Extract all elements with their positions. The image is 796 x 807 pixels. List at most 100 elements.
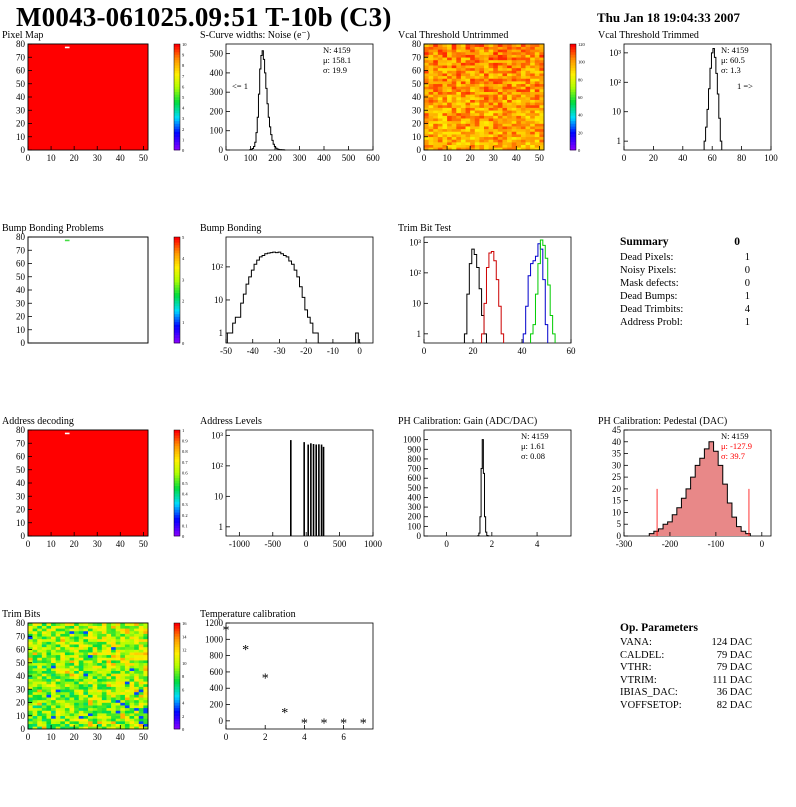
heatmap-cell [55, 691, 61, 695]
heatmap-cell [55, 721, 61, 724]
heatmap-cell [520, 144, 526, 148]
heatmap-cell [92, 641, 98, 645]
heatmap-cell [451, 44, 457, 47]
heatmap-cell [437, 86, 443, 90]
heatmap-cell [474, 78, 480, 82]
heatmap-cell [134, 676, 140, 679]
palette-band [570, 115, 576, 119]
heatmap-cell [525, 78, 531, 82]
heatmap-cell [511, 144, 517, 148]
heatmap-cell [437, 128, 443, 132]
heatmap-cell [78, 630, 84, 634]
heatmap-cell [502, 139, 508, 143]
heatmap-cell [134, 646, 140, 650]
heatmap-cell [497, 70, 503, 74]
plot-frame [225, 236, 374, 344]
y-tick-label: 10 [16, 325, 26, 335]
palette-band [174, 67, 180, 71]
palette-band [174, 292, 180, 296]
heatmap-cell [433, 51, 439, 55]
heatmap-cell [525, 115, 531, 119]
heatmap-cell [525, 120, 531, 124]
heatmap-cell [97, 713, 103, 717]
heatmap-cell [64, 689, 70, 693]
heatmap-cell [424, 94, 429, 98]
summary-label: Dead Pixels: [620, 252, 674, 263]
chart-title: Vcal Threshold Untrimmed [398, 30, 509, 41]
heatmap-cell [534, 54, 540, 58]
heatmap-cell [55, 641, 61, 645]
heatmap-cell [520, 78, 526, 82]
heatmap-cell [451, 126, 457, 130]
stats-n: N: 4159 [721, 431, 749, 441]
param-value: 124 DAC [711, 637, 752, 648]
trim-bits-panel: Trim Bits 0 2 4 6 8 10 12 14 16 0 10 20 30 40 50 0 10 20 30… [0, 609, 193, 807]
heatmap-cell [74, 628, 80, 632]
heatmap-cell [465, 110, 471, 114]
heatmap-cell [442, 54, 448, 58]
x-tick-label: -40 [247, 346, 259, 356]
heatmap-cell [428, 107, 434, 111]
palette-tick-label: 60 [578, 95, 583, 100]
heatmap-cell [78, 715, 84, 719]
heatmap-cell [88, 689, 93, 693]
heatmap-cell [129, 721, 135, 724]
heatmap-cell [46, 646, 52, 650]
heatmap-cell [484, 83, 489, 87]
heatmap-cell [64, 636, 70, 640]
palette-band [174, 266, 180, 270]
heatmap-cell [502, 89, 508, 92]
heatmap-cell [69, 710, 75, 714]
heatmap-cell [46, 625, 52, 629]
y-tick-label: 10 [16, 132, 26, 142]
heatmap-cell [106, 660, 112, 664]
heatmap-cell [32, 636, 38, 640]
palette-band [174, 244, 180, 248]
heatmap-cell [539, 131, 545, 135]
heatmap-cell [511, 120, 517, 124]
heatmap-cell [511, 110, 517, 114]
color-palette [174, 44, 180, 151]
y-tick-label: 70 [412, 52, 422, 62]
palette-band [174, 504, 180, 508]
heatmap-cell [539, 46, 545, 50]
heatmap-cell [46, 699, 52, 703]
y-tick-label: 800 [408, 454, 422, 464]
heatmap-cell [516, 110, 522, 114]
heatmap-cell [60, 676, 66, 679]
heatmap-cell [502, 59, 508, 63]
heatmap-cell [138, 702, 144, 706]
heatmap-cell [111, 705, 116, 709]
heatmap-cell [502, 102, 508, 106]
heatmap-cell [28, 638, 33, 642]
heatmap-cell [134, 718, 140, 722]
heatmap-cell [28, 644, 33, 648]
heatmap-cell [530, 86, 536, 90]
heatmap-cell [60, 699, 66, 703]
heatmap-cell [539, 75, 545, 79]
y-tick-label: 40 [16, 285, 26, 295]
palette-tick-label: 80 [578, 77, 583, 82]
heatmap-cell [78, 670, 84, 674]
heatmap-cell [64, 657, 70, 661]
heatmap-cell [465, 67, 471, 71]
heatmap-cell [46, 713, 52, 717]
heatmap-cell [437, 134, 443, 138]
heatmap-cell [460, 136, 466, 140]
heatmap-cell [507, 136, 512, 140]
heatmap-cell [124, 654, 130, 658]
heatmap-cell [456, 110, 462, 114]
heatmap-cell [115, 697, 121, 701]
heatmap-cell [97, 628, 103, 632]
heatmap-cell [493, 112, 499, 116]
palette-band [174, 340, 180, 344]
heatmap-cell [134, 652, 140, 656]
heatmap-cell [60, 705, 66, 709]
heatmap-cell [129, 662, 135, 666]
heatmap-cell [78, 638, 84, 642]
heatmap-cell [143, 625, 149, 629]
heatmap-cell [516, 62, 522, 66]
heatmap-cell [143, 623, 149, 626]
heatmap-cell [474, 94, 480, 98]
